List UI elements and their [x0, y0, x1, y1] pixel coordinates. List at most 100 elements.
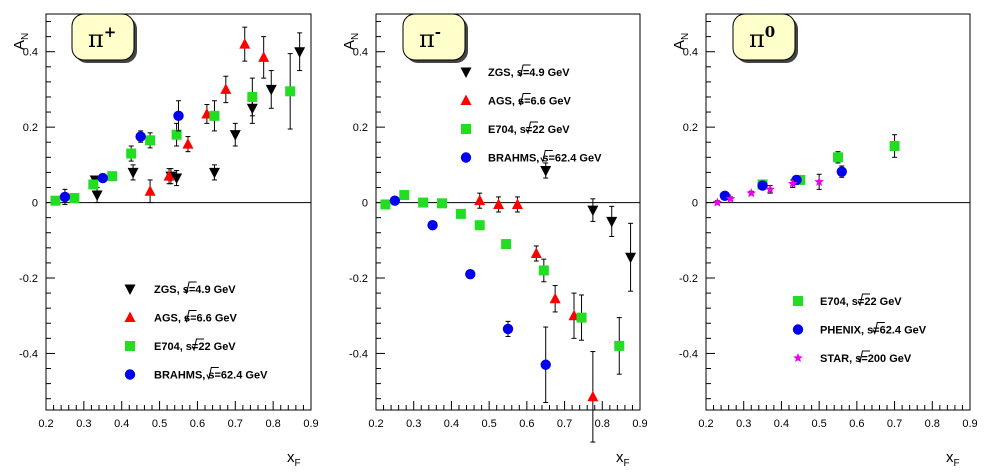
data-point: [97, 172, 108, 184]
data-point: [126, 148, 137, 159]
y-tick-label: 0.4: [683, 47, 698, 59]
legend-label: AGS, s=6.6 GeV: [488, 96, 572, 108]
data-point: [220, 83, 232, 94]
series-square: [757, 134, 900, 190]
data-point: [380, 199, 391, 210]
data-point: [69, 193, 80, 204]
data-point: [163, 170, 175, 181]
x-tick-label: 0.7: [228, 418, 243, 430]
series-triangle-down: [540, 162, 637, 292]
data-point: [725, 193, 736, 203]
sqrt-sign: [525, 121, 538, 135]
data-point: [88, 179, 99, 190]
data-point: [145, 135, 156, 146]
series-square: [380, 190, 625, 375]
legend-label: STAR, s=200 GeV: [820, 353, 912, 365]
legend-marker: [460, 94, 472, 105]
data-point: [576, 312, 587, 323]
x-tick-label: 0.9: [962, 418, 977, 430]
data-point: [247, 91, 258, 102]
title-box: [402, 13, 466, 61]
x-tick-label: 0.4: [114, 418, 129, 430]
data-point: [258, 51, 270, 62]
x-tick-label: 0.2: [698, 418, 713, 430]
data-point: [587, 205, 599, 217]
data-point: [836, 166, 847, 177]
sqrt-sign: [518, 64, 531, 78]
y-tick-label: 0.2: [683, 122, 698, 134]
legend-entry: STAR, s=200 GeV: [793, 350, 912, 365]
x-tick-label: 0.4: [444, 418, 459, 430]
data-point: [474, 194, 486, 206]
data-point: [889, 141, 900, 151]
series-triangle-up: [144, 26, 270, 204]
y-tick-label: 0.2: [353, 122, 368, 134]
y-tick-label: -0.4: [679, 348, 698, 360]
data-point: [50, 195, 61, 206]
data-point: [787, 178, 798, 188]
x-tick-label: 0.4: [774, 418, 789, 430]
data-point: [229, 130, 241, 141]
x-tick-label: 0.6: [849, 418, 864, 430]
data-point: [625, 252, 637, 264]
panel-pi-minus: 0.2 0.3 0.4 0.5 0.6 0.7 0.8 0.9 -0.4 -0.2 0 0.2 0.4 x…: [341, 13, 648, 469]
x-axis-title: xF: [287, 449, 301, 469]
data-point: [91, 190, 103, 202]
legend-entry: PHENIX, s=62.4 GeV: [792, 322, 927, 337]
y-tick-label: -0.4: [349, 348, 368, 360]
y-tick-label: 0: [692, 198, 698, 210]
data-point: [294, 47, 306, 58]
plot-frame: [45, 13, 312, 411]
legend-entry: BRAHMS, s=62.4 GeV: [124, 367, 268, 382]
legend-entry: ZGS, s=4.9 GeV: [460, 64, 570, 79]
data-point: [502, 323, 514, 335]
panel-pi-plus: 0.2 0.3 0.4 0.5 0.6 0.7 0.8 0.9 -0.4 -0.2 0 0.2 0.4 x…: [11, 13, 319, 469]
panel-title-box: π+: [71, 13, 137, 63]
data-point: [814, 176, 824, 186]
data-point: [427, 220, 438, 231]
plot-frame: [375, 13, 641, 411]
data-point: [511, 198, 523, 209]
data-point: [389, 195, 401, 206]
y-tick-label: -0.2: [19, 273, 38, 285]
data-point: [587, 390, 599, 402]
x-tick-label: 0.9: [303, 418, 318, 430]
data-point: [474, 220, 485, 231]
plot-frame: [705, 13, 971, 411]
legend-entry: E704, s=22 GeV: [461, 121, 570, 136]
x-axis: 0.2 0.3 0.4 0.5 0.6 0.7 0.8 0.9: [38, 401, 319, 430]
data-point: [540, 166, 552, 177]
legend-marker: [461, 124, 471, 134]
x-tick-label: 0.7: [887, 418, 902, 430]
data-point: [765, 184, 775, 194]
x-tick-label: 0.3: [76, 418, 91, 430]
legend-entry: E704, s=22 GeV: [125, 338, 236, 353]
y-axis: -0.4 -0.2 0 0.2 0.4: [19, 21, 55, 400]
data-point: [606, 216, 618, 228]
data-point: [540, 359, 551, 370]
y-tick-label: 0.4: [23, 47, 38, 59]
x-tick-label: 0.5: [811, 418, 826, 430]
x-tick-label: 0.2: [38, 418, 53, 430]
data-point: [614, 340, 625, 351]
data-point: [135, 131, 146, 142]
y-tick-label: 0: [32, 198, 38, 210]
legend-label: AGS, s=6.6 GeV: [154, 313, 238, 325]
legend-label: ZGS, s=4.9 GeV: [488, 67, 570, 79]
x-tick-label: 0.8: [925, 418, 940, 430]
series-circle: [719, 165, 847, 201]
legend-entry: ZGS, s=4.9 GeV: [124, 281, 236, 296]
data-point: [265, 84, 277, 96]
legend-marker: [460, 152, 472, 163]
legend-label: ZGS, s=4.9 GeV: [154, 284, 236, 296]
x-tick-label: 0.8: [265, 418, 280, 430]
x-axis: 0.2 0.3 0.4 0.5 0.6 0.7 0.8 0.9: [698, 401, 978, 430]
data-point: [209, 110, 220, 121]
data-point: [549, 292, 561, 304]
sqrt-sign: [540, 150, 553, 163]
y-axis: -0.4 -0.2 0 0.2 0.4: [679, 21, 715, 400]
data-point: [208, 167, 220, 179]
data-point: [399, 190, 410, 201]
x-tick-label: 0.7: [557, 418, 572, 430]
